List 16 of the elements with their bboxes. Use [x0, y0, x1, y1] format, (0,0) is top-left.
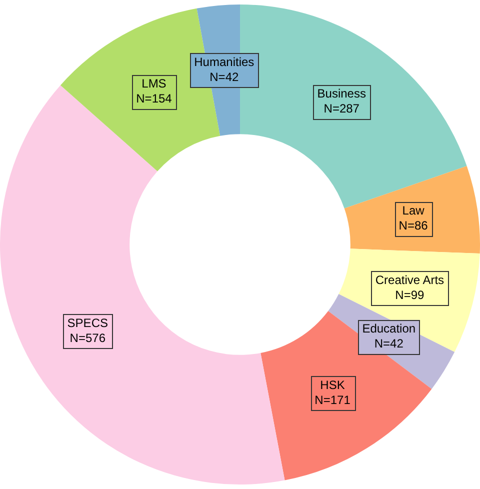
- data-label: N=154: [136, 92, 172, 106]
- data-label: N=86: [398, 218, 428, 233]
- slice-label: Education: [362, 322, 416, 336]
- data-label: N=171: [314, 393, 351, 408]
- slice-label: LMS: [142, 76, 166, 91]
- slice-label: HSK: [320, 378, 345, 392]
- data-label: N=99: [395, 288, 425, 302]
- slice-label: SPECS: [67, 316, 108, 330]
- data-label: N=42: [374, 336, 404, 351]
- slice-label: Law: [402, 204, 425, 218]
- data-label: N=42: [210, 70, 239, 84]
- slice-label: Creative Arts: [375, 272, 444, 287]
- slice-label: Humanities: [194, 54, 254, 69]
- slice-label: Business: [317, 86, 366, 101]
- data-label: N=576: [70, 330, 106, 345]
- data-label: N=287: [324, 102, 360, 116]
